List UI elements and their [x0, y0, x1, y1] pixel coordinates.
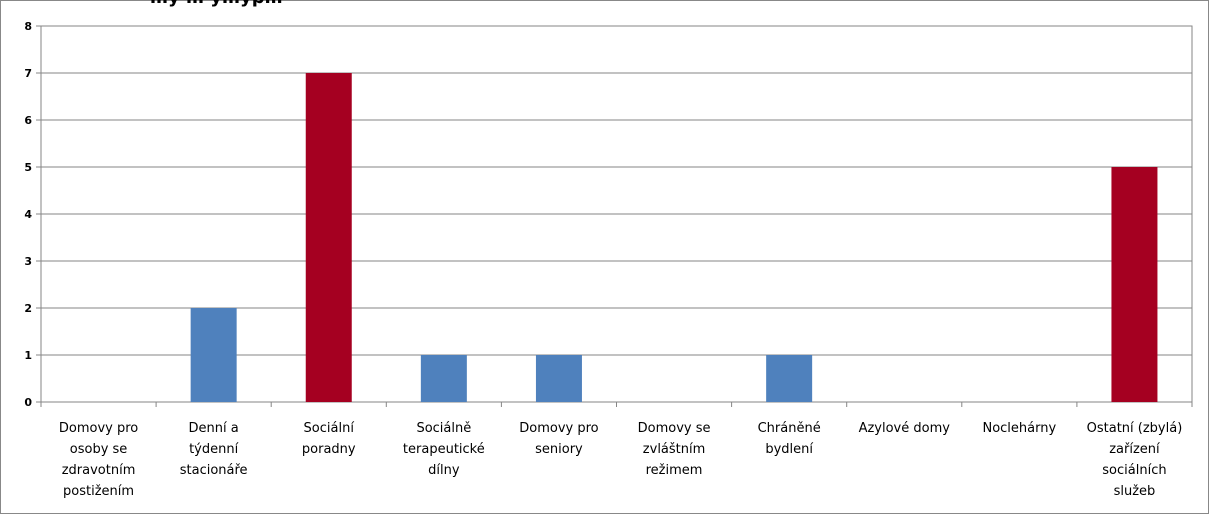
x-category-label: Sociálně terapeutické dílny [403, 421, 485, 478]
x-category-labels: Domovy pro osoby se zdravotním postižením De… [59, 421, 1182, 499]
y-tick-label: 5 [24, 161, 32, 174]
y-tick-label: 6 [24, 114, 32, 127]
y-tick-label: 4 [24, 208, 32, 221]
x-category-label: Domovy se zvláštním režimem [638, 421, 711, 478]
x-category-label: Chráněné bydlení [758, 421, 821, 457]
y-tick-label: 2 [24, 302, 32, 315]
x-category-label: Sociální poradny [302, 421, 356, 457]
x-category-label: Ostatní (zbylá) zařízení sociálních služeb [1087, 421, 1183, 499]
bars [190, 73, 1158, 402]
bar [1111, 167, 1158, 402]
y-tick-label: 1 [24, 349, 32, 362]
y-tick-label: 7 [24, 67, 32, 80]
x-category-label: Noclehárny [982, 421, 1056, 436]
y-tick-labels: 0 1 2 3 4 5 6 7 8 [24, 20, 32, 409]
x-category-label: Denní a týdenní stacionáře [180, 421, 248, 478]
y-tick-label: 8 [24, 20, 32, 33]
x-category-label: Domovy pro seniory [519, 421, 598, 457]
chart-title: …y … y…yp… [150, 0, 283, 8]
y-tick-label: 0 [24, 396, 32, 409]
bar [190, 308, 237, 402]
y-tick-label: 3 [24, 255, 32, 268]
bar [766, 355, 813, 402]
bar [305, 73, 352, 402]
bar [420, 355, 467, 402]
x-category-label: Azylové domy [859, 421, 951, 436]
x-category-label: Domovy pro osoby se zdravotním postižením [59, 421, 138, 499]
bar [535, 355, 582, 402]
